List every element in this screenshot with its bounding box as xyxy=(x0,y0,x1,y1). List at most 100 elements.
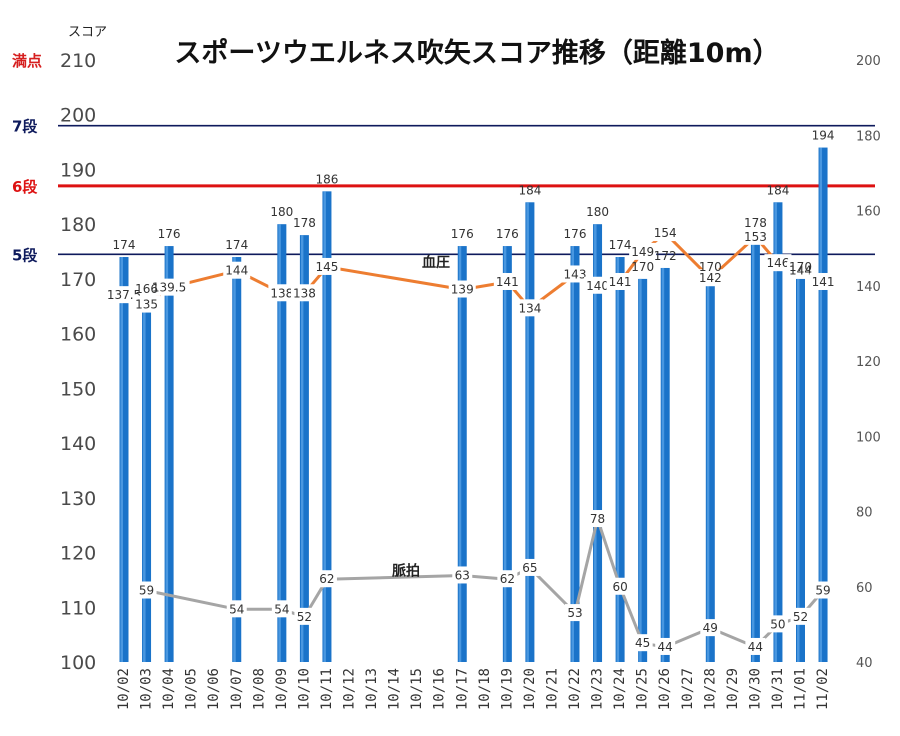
blood-pressure-label: 141 xyxy=(496,275,519,289)
blood-pressure-label: 134 xyxy=(518,301,541,315)
blood-pressure-label-bg xyxy=(561,265,589,283)
pulse-series-name: 脈拍 xyxy=(392,563,420,580)
blood-pressure-label: 154 xyxy=(654,226,677,240)
bar-highlight xyxy=(458,246,462,662)
blood-pressure-label-bg xyxy=(809,272,837,290)
x-tick-label: 10/31 xyxy=(770,668,786,710)
bar xyxy=(142,300,152,662)
y2-tick-label: 120 xyxy=(856,355,881,370)
x-tick-label: 10/11 xyxy=(319,668,335,710)
blood-pressure-label-bg xyxy=(787,261,814,279)
bar-highlight xyxy=(503,246,507,662)
pulse-label: 52 xyxy=(297,610,312,624)
blood-pressure-label-bg xyxy=(148,278,190,296)
bar xyxy=(750,235,760,663)
y-tick-label: 180 xyxy=(60,214,96,236)
bar xyxy=(773,202,783,663)
blood-pressure-label-bg xyxy=(764,254,792,272)
x-tick-label: 10/19 xyxy=(499,668,515,710)
bar-highlight xyxy=(143,300,146,662)
bar-data-label: 174 xyxy=(609,238,632,252)
bar-data-label: 176 xyxy=(158,227,181,241)
bar xyxy=(322,191,332,662)
bar-data-label: 172 xyxy=(654,249,677,263)
blood-pressure-label: 135 xyxy=(135,298,158,312)
pulse-label-bg xyxy=(565,604,585,622)
bar xyxy=(164,246,174,662)
bar-highlight xyxy=(797,278,800,662)
bar-highlight xyxy=(774,202,777,663)
bar xyxy=(232,257,242,662)
x-tick-label: 10/08 xyxy=(251,668,267,710)
bar-data-label: 176 xyxy=(451,227,474,241)
x-tick-label: 10/21 xyxy=(544,668,560,710)
blood-pressure-label: 141 xyxy=(812,275,835,289)
x-tick-label: 10/09 xyxy=(274,668,290,710)
bar xyxy=(277,224,287,662)
left-axis-ticks: 100 110 120 130 140 150 160 170 180 190 200 210 xyxy=(60,50,96,674)
blood-pressure-label-bg xyxy=(133,295,161,313)
x-tick-label: 10/23 xyxy=(590,668,606,710)
y-tick-label: 140 xyxy=(60,433,96,455)
pulse-label-bg xyxy=(519,558,540,576)
pulse-label: 65 xyxy=(522,561,537,575)
bar-data-label: 180 xyxy=(586,205,609,219)
pulse-label: 78 xyxy=(590,512,605,526)
y-tick-label: 100 xyxy=(60,652,96,674)
blood-pressure-label-bg xyxy=(290,284,318,302)
blood-pressure-label: 139 xyxy=(451,283,474,297)
bar-data-label: 166 xyxy=(135,282,158,296)
reference-line-names: 満点 7段 6段 5段 xyxy=(12,52,42,264)
bar-highlight xyxy=(233,257,236,662)
y2-tick-label: 200 xyxy=(856,54,881,69)
bar-data-label: 176 xyxy=(496,227,519,241)
pulse-label-bg xyxy=(655,637,676,655)
blood-pressure-label: 149 xyxy=(631,245,654,259)
bar-highlight xyxy=(819,147,823,663)
bar-highlight xyxy=(120,257,123,662)
blood-pressure-label-bg xyxy=(629,242,657,260)
x-tick-label: 10/04 xyxy=(161,668,177,710)
x-tick-label: 10/17 xyxy=(454,668,470,710)
x-tick-label: 10/03 xyxy=(139,668,155,710)
bar-highlight xyxy=(165,246,169,662)
x-tick-label: 10/30 xyxy=(747,668,763,710)
x-tick-label: 10/24 xyxy=(612,668,628,710)
bar-highlight xyxy=(300,235,304,663)
bar xyxy=(299,235,309,663)
x-axis-ticks: 10/02 10/03 10/04 10/05 10/06 10/07 10/08 10/09… xyxy=(116,668,831,710)
bar-highlight xyxy=(278,224,281,662)
y2-tick-label: 160 xyxy=(856,205,881,220)
y2-tick-label: 180 xyxy=(856,129,881,144)
blood-pressure-series-name: 血圧 xyxy=(422,254,450,271)
bar xyxy=(525,202,535,663)
pulse-label: 63 xyxy=(455,568,470,582)
blood-pressure-label-bg xyxy=(313,257,341,275)
blood-pressure-label: 145 xyxy=(315,260,338,274)
y-tick-label: 210 xyxy=(60,50,96,72)
bar-data-label: 178 xyxy=(293,216,316,230)
bar xyxy=(638,278,648,662)
bar xyxy=(705,278,715,662)
x-tick-label: 10/07 xyxy=(229,668,245,710)
y2-tick-label: 80 xyxy=(856,506,873,521)
pulse-label: 62 xyxy=(319,572,334,586)
x-tick-label: 10/12 xyxy=(342,668,358,710)
reference-line-label: 7段 xyxy=(12,118,37,136)
y-tick-label: 170 xyxy=(60,269,96,291)
y-tick-label: 130 xyxy=(60,488,96,510)
bar-data-label: 176 xyxy=(564,227,587,241)
pulse-label-bg xyxy=(136,581,157,599)
blood-pressure-label: 141 xyxy=(609,275,632,289)
chart-title: スポーツウエルネス吹矢スコア推移（距離10m） xyxy=(174,37,779,69)
x-tick-label: 10/18 xyxy=(477,668,493,710)
reference-line-label: 満点 xyxy=(12,52,42,70)
bar-data-label: 178 xyxy=(744,216,767,230)
blood-pressure-label-bg xyxy=(606,272,634,290)
x-tick-label: 10/29 xyxy=(725,668,741,710)
pulse-label-bg xyxy=(452,566,473,584)
pulse-label-bg xyxy=(767,615,788,633)
